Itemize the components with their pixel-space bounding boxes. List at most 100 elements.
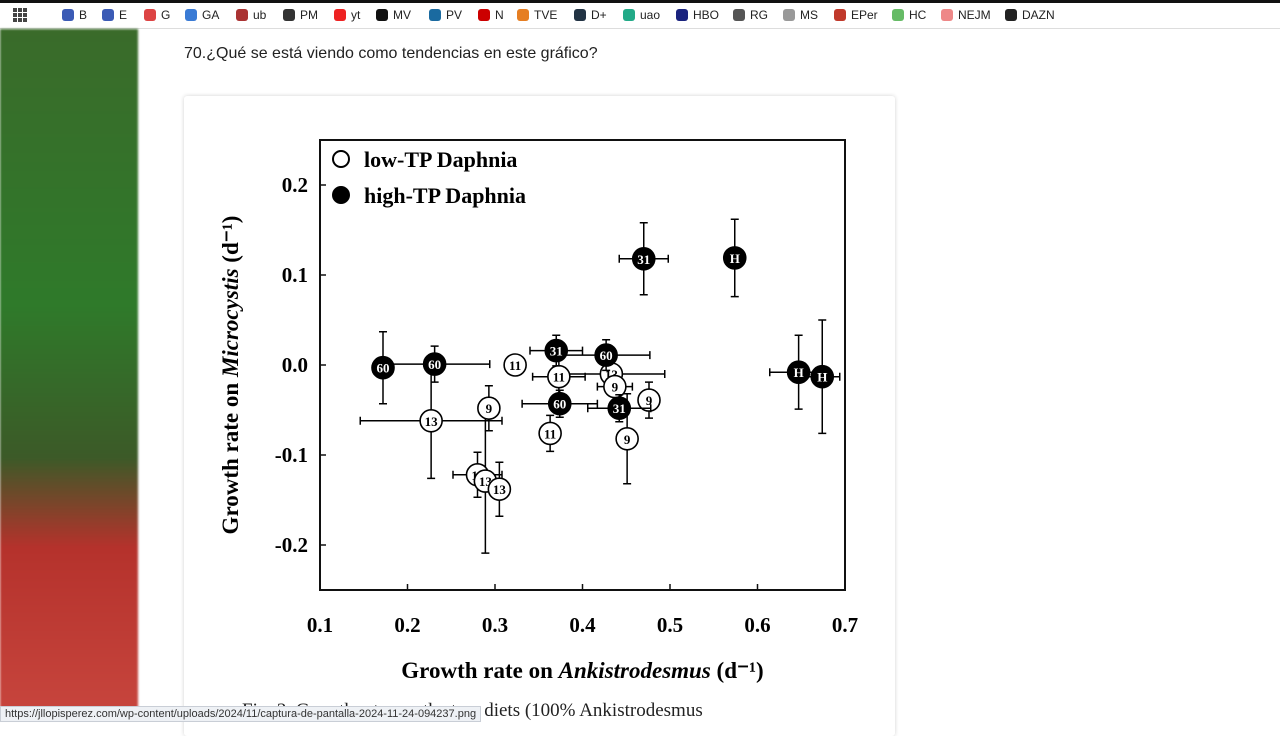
bookmark-label: GA — [202, 8, 220, 22]
bookmark[interactable]: HBO — [676, 7, 719, 23]
bookmark[interactable]: N — [478, 7, 504, 23]
background-image — [0, 29, 138, 720]
point-label: 60 — [553, 397, 566, 412]
bookmark-label: MV — [393, 8, 411, 22]
point-label: H — [817, 370, 827, 385]
bookmark[interactable]: D+ — [574, 7, 607, 23]
x-tick-label: 0.5 — [657, 613, 683, 637]
bookmark[interactable]: G — [144, 7, 170, 23]
point — [594, 343, 618, 367]
bookmark-icon — [783, 9, 795, 21]
bookmark-label: TVE — [534, 8, 558, 22]
point-label: 13 — [493, 482, 507, 497]
bookmark[interactable]: GA — [185, 7, 219, 23]
bookmark[interactable]: MV — [376, 7, 411, 23]
y-tick-label: -0.2 — [275, 533, 308, 557]
bookmark[interactable]: PV — [429, 7, 462, 23]
legend-marker — [332, 150, 350, 168]
bookmark-icon — [623, 9, 635, 21]
x-tick-label: 0.6 — [744, 613, 770, 637]
bookmark-label: HBO — [693, 8, 720, 22]
bookmark-label: HC — [909, 8, 927, 22]
bookmark[interactable]: EPer — [834, 7, 878, 23]
point-label: 60 — [428, 357, 441, 372]
y-tick-label: -0.1 — [275, 443, 308, 467]
bookmark-label: yt — [351, 8, 361, 22]
bookmark-icon — [478, 9, 490, 21]
bookmark[interactable]: E — [102, 7, 127, 23]
x-axis-label-part: (d⁻¹) — [711, 658, 764, 683]
apps-button[interactable] — [13, 7, 27, 23]
point-label: 60 — [600, 348, 613, 363]
point — [419, 408, 443, 433]
x-tick-label: 0.4 — [569, 613, 596, 637]
bookmark-label: uao — [640, 8, 661, 22]
bookmark-label: MS — [800, 8, 818, 22]
point — [631, 246, 656, 271]
bookmark[interactable]: RG — [733, 7, 768, 23]
y-tick-label: 0.2 — [282, 173, 308, 197]
image-card — [184, 96, 895, 736]
x-axis-label-part: Ankistrodesmus — [557, 658, 711, 683]
bookmark[interactable]: B — [62, 7, 87, 23]
bookmark[interactable]: TVE — [517, 7, 557, 23]
bookmark[interactable]: NEJM — [941, 7, 991, 23]
x-axis-label-part: Growth rate on — [401, 658, 558, 683]
point-label: 9 — [486, 401, 493, 416]
point-label: 11 — [553, 370, 565, 385]
bookmark[interactable]: DAZN — [1005, 7, 1055, 23]
bookmark-icon — [834, 9, 846, 21]
bookmark[interactable]: ub — [236, 7, 266, 23]
point-label: H — [794, 365, 804, 380]
bookmark-icon — [676, 9, 688, 21]
point — [637, 388, 661, 412]
point-label: 31 — [550, 344, 563, 359]
bookmark-label: NEJM — [958, 8, 991, 22]
y-tick-label: 0.1 — [282, 263, 308, 287]
x-tick-label: 0.2 — [394, 613, 420, 637]
legend-label: high-TP Daphnia — [364, 183, 526, 208]
point — [477, 396, 501, 421]
point — [786, 360, 811, 385]
bookmark-label: EPer — [851, 8, 878, 22]
bookmark-icon — [429, 9, 441, 21]
point-label: 9 — [646, 393, 653, 408]
bookmark-icon — [376, 9, 388, 21]
point-label: 9 — [612, 380, 619, 395]
bookmark-icon — [1005, 9, 1017, 21]
point-label: 60 — [377, 361, 390, 376]
point-label: H — [730, 251, 740, 266]
bookmark[interactable]: uao — [623, 7, 660, 23]
bookmark-icon — [517, 9, 529, 21]
bookmark-label: PM — [300, 8, 318, 22]
y-tick-label: 0.0 — [282, 353, 308, 377]
bookmark-label: E — [119, 8, 128, 22]
point — [503, 353, 527, 377]
y-axis-label: Growth rate on Microcystis (d⁻¹) — [218, 216, 243, 535]
x-axis-label: Growth rate on Ankistrodesmus (d⁻¹) — [401, 658, 763, 683]
bookmark-label: G — [161, 8, 171, 22]
bookmark-icon — [733, 9, 745, 21]
bookmark[interactable]: PM — [283, 7, 318, 23]
point-label: 11 — [509, 358, 521, 373]
point — [547, 391, 572, 416]
point — [607, 396, 632, 421]
bookmark-label: N — [495, 8, 504, 22]
bookmark-label: B — [79, 8, 88, 22]
point — [615, 426, 639, 451]
bookmark[interactable]: MS — [783, 7, 818, 23]
x-tick-label: 0.1 — [307, 613, 333, 637]
x-tick-label: 0.3 — [482, 613, 508, 637]
bookmark[interactable]: yt — [334, 7, 360, 23]
bookmark-label: PV — [446, 8, 463, 22]
point-label: 9 — [624, 432, 631, 447]
bookmark[interactable]: HC — [892, 7, 926, 23]
legend-marker — [332, 186, 350, 204]
bookmark-icon — [236, 9, 248, 21]
point — [422, 352, 447, 376]
chart: 0.1 0.2 0.3 0.4 0.5 0.6 0.7 -0.2 -0.1 0.0 0.1 0.2 Gr… — [218, 139, 858, 683]
bookmark-icon — [892, 9, 904, 21]
point — [538, 421, 562, 446]
bookmark-label: ub — [253, 8, 267, 22]
